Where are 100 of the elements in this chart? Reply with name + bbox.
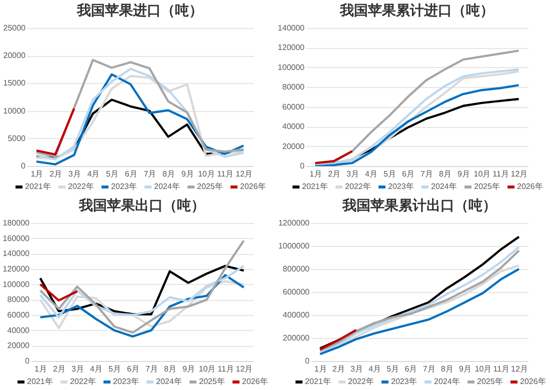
legend-label: 2022年	[70, 377, 96, 386]
x-tick-label: 3月	[68, 170, 81, 178]
x-tick-label: 12月	[510, 170, 528, 178]
y-tick-label: 100000	[278, 62, 306, 72]
line-series	[39, 280, 245, 330]
x-tick-label: 3月	[350, 364, 363, 374]
chart-title: 我国苹果累计进口（吨）	[339, 3, 494, 19]
x-tick-label: 6月	[402, 170, 414, 178]
line-series	[39, 240, 245, 334]
x-tick-label: 12月	[236, 364, 253, 374]
legend-label: 2021年	[27, 377, 53, 386]
y-tick-label: 0	[21, 162, 26, 170]
x-tick-label: 5月	[106, 170, 118, 178]
x-tick-label: 7月	[146, 364, 158, 374]
legend-label: 2023年	[111, 182, 137, 191]
x-tick-label: 2月	[332, 364, 345, 374]
x-tick-label: 4月	[90, 364, 102, 374]
y-tick-label: 80000	[7, 295, 30, 304]
x-tick-label: 7月	[420, 170, 433, 178]
x-tick-label: 9月	[182, 364, 195, 374]
x-tick-label: 4月	[365, 170, 378, 178]
legend-label: 2025年	[199, 377, 225, 386]
y-tick-label: 40000	[282, 122, 306, 132]
y-tick-label: 15000	[3, 78, 26, 88]
y-tick-label: 20000	[7, 341, 30, 350]
y-tick-label: 1200000	[278, 218, 310, 228]
y-tick-label: 20000	[282, 142, 306, 151]
y-tick-label: 80000	[282, 82, 306, 92]
legend-label: 2023年	[388, 182, 414, 191]
chart-title: 我国苹果累计出口（吨）	[342, 198, 496, 214]
x-tick-label: 11月	[493, 364, 510, 374]
legend-label: 2022年	[68, 182, 94, 191]
y-tick-label: 180000	[2, 218, 30, 228]
x-tick-label: 1月	[314, 364, 327, 374]
legend-label: 2021年	[25, 182, 51, 191]
x-tick-label: 12月	[236, 170, 253, 178]
legend-label: 2025年	[474, 182, 500, 191]
x-tick-label: 1月	[310, 170, 322, 178]
legend-label: 2026年	[517, 182, 543, 191]
legend-label: 2021年	[302, 182, 328, 191]
legend-label: 2022年	[348, 377, 374, 386]
y-tick-label: 600000	[282, 288, 310, 296]
x-tick-label: 11月	[217, 170, 234, 178]
legend-label: 2026年	[520, 377, 546, 386]
x-tick-label: 4月	[87, 170, 100, 178]
x-tick-label: 11月	[218, 364, 234, 374]
x-tick-label: 11月	[492, 170, 509, 178]
legend-label: 2021年	[305, 377, 331, 386]
x-tick-label: 4月	[368, 364, 382, 374]
y-tick-label: 140000	[278, 24, 306, 32]
x-tick-label: 8月	[162, 170, 175, 178]
x-tick-label: 3月	[72, 364, 84, 374]
y-tick-label: 40000	[7, 326, 30, 335]
legend-label: 2025年	[197, 182, 223, 191]
legend-label: 2024年	[434, 377, 460, 386]
y-tick-label: 25000	[3, 24, 26, 32]
y-tick-label: 1000000	[278, 242, 310, 250]
y-tick-label: 120000	[2, 264, 30, 274]
x-tick-label: 2月	[53, 364, 66, 374]
x-tick-label: 2月	[328, 170, 340, 178]
legend-label: 2026年	[240, 182, 266, 191]
x-tick-label: 6月	[127, 364, 140, 374]
x-tick-label: 9月	[458, 170, 470, 178]
y-tick-label: 800000	[282, 264, 310, 274]
x-tick-label: 8月	[440, 364, 454, 374]
y-tick-label: 400000	[282, 310, 310, 320]
x-tick-label: 10月	[474, 364, 492, 374]
legend-label: 2023年	[113, 377, 139, 386]
x-tick-label: 5月	[386, 364, 400, 374]
x-tick-label: 10月	[198, 364, 216, 374]
x-tick-label: 9月	[458, 364, 472, 374]
legend-label: 2023年	[391, 377, 417, 386]
y-tick-label: 0	[300, 162, 306, 170]
x-tick-label: 5月	[108, 364, 121, 374]
x-tick-label: 5月	[384, 170, 396, 178]
y-tick-label: 10000	[3, 106, 26, 116]
x-tick-label: 2月	[50, 170, 62, 178]
x-tick-label: 7月	[422, 364, 436, 374]
x-tick-label: 9月	[181, 170, 194, 178]
y-tick-label: 200000	[282, 334, 310, 342]
x-tick-label: 1月	[30, 170, 44, 178]
y-tick-label: 0	[25, 356, 30, 366]
x-tick-label: 6月	[404, 364, 418, 374]
x-tick-label: 7月	[144, 170, 156, 178]
legend-label: 2022年	[345, 182, 371, 191]
x-tick-label: 8月	[164, 364, 176, 374]
chart-title: 我国苹果进口（吨）	[76, 3, 203, 19]
y-tick-label: 60000	[7, 310, 30, 320]
legend-label: 2024年	[156, 377, 182, 386]
legend-label: 2026年	[242, 377, 268, 386]
line-series	[314, 84, 520, 166]
x-tick-label: 1月	[34, 364, 47, 374]
x-tick-label: 8月	[439, 170, 452, 178]
x-tick-label: 3月	[346, 170, 359, 178]
legend-label: 2024年	[431, 182, 457, 191]
x-tick-label: 6月	[124, 170, 138, 178]
chart-title: 我国苹果出口（吨）	[78, 198, 205, 214]
legend-label: 2025年	[477, 377, 503, 386]
x-tick-label: 10月	[474, 170, 491, 178]
legend-label: 2024年	[154, 182, 180, 191]
